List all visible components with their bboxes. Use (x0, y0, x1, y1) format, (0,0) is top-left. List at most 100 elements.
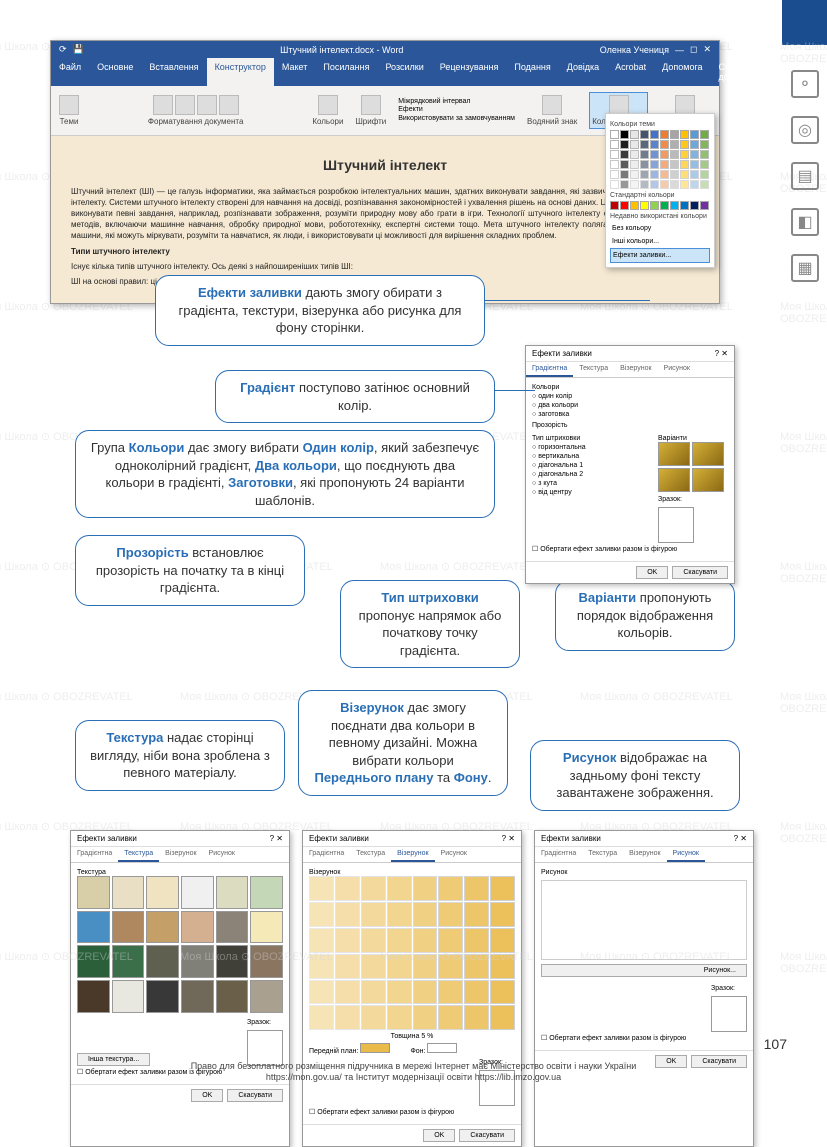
color-swatch[interactable] (700, 170, 709, 179)
color-swatch[interactable] (670, 170, 679, 179)
pattern-swatch[interactable] (490, 954, 515, 979)
pattern-swatch[interactable] (438, 876, 463, 901)
pattern-swatch[interactable] (361, 876, 386, 901)
dialog-tab-picture[interactable]: Рисунок (658, 362, 696, 377)
color-swatch[interactable] (630, 140, 639, 149)
dialog-tab-picture[interactable]: Рисунок (203, 847, 241, 862)
pattern-swatch[interactable] (387, 876, 412, 901)
window-max-icon[interactable]: ◻ (690, 44, 697, 55)
pattern-swatch[interactable] (387, 928, 412, 953)
pattern-swatch[interactable] (464, 876, 489, 901)
dialog-tab-pattern[interactable]: Візерунок (159, 847, 202, 862)
texture-swatch[interactable] (77, 876, 110, 909)
dialog-tab-texture[interactable]: Текстура (118, 847, 159, 862)
pattern-swatch[interactable] (413, 1005, 438, 1030)
ok-button[interactable]: OK (636, 566, 668, 579)
ribbon-fonts[interactable]: Шрифти (355, 95, 386, 126)
dialog-tab-pattern[interactable]: Візерунок (391, 847, 434, 862)
color-swatch[interactable] (660, 180, 669, 189)
dialog-tab-gradient[interactable]: Градієнтна (526, 362, 573, 377)
texture-swatch[interactable] (146, 876, 179, 909)
color-swatch[interactable] (700, 140, 709, 149)
rotate-checkbox[interactable]: ☐ Обертати ефект заливки разом із фігуро… (532, 545, 728, 553)
ok-button[interactable]: OK (191, 1089, 223, 1102)
color-swatch[interactable] (650, 140, 659, 149)
color-swatch[interactable] (670, 130, 679, 139)
pattern-swatch[interactable] (438, 902, 463, 927)
radio-preset[interactable]: ○ заготовка (532, 411, 728, 418)
color-swatch[interactable] (690, 180, 699, 189)
tab-home[interactable]: Основне (89, 58, 141, 86)
color-swatch[interactable] (630, 170, 639, 179)
texture-swatch[interactable] (250, 945, 283, 978)
pattern-swatch[interactable] (464, 980, 489, 1005)
radio-diag1[interactable]: ○ діагональна 1 (532, 462, 586, 469)
texture-swatch[interactable] (216, 945, 249, 978)
radio-diag2[interactable]: ○ діагональна 2 (532, 471, 586, 478)
share-button[interactable]: Спільний доступ (711, 58, 765, 86)
help-hint[interactable]: Допомога (654, 58, 710, 86)
pattern-swatch[interactable] (438, 954, 463, 979)
color-swatch[interactable] (700, 160, 709, 169)
texture-swatch[interactable] (250, 911, 283, 944)
pattern-swatch[interactable] (335, 928, 360, 953)
color-swatch[interactable] (700, 180, 709, 189)
color-swatch[interactable] (690, 201, 699, 210)
texture-swatch[interactable] (146, 980, 179, 1013)
pattern-swatch[interactable] (361, 928, 386, 953)
texture-swatch[interactable] (250, 980, 283, 1013)
texture-swatch[interactable] (181, 876, 214, 909)
color-swatch[interactable] (680, 150, 689, 159)
color-swatch[interactable] (690, 140, 699, 149)
color-swatch[interactable] (650, 170, 659, 179)
pattern-swatch[interactable] (309, 928, 334, 953)
pattern-swatch[interactable] (387, 1005, 412, 1030)
tab-layout[interactable]: Макет (274, 58, 315, 86)
color-swatch[interactable] (660, 160, 669, 169)
dialog-close-icon[interactable]: ? ✕ (270, 834, 283, 843)
fg-color-select[interactable] (360, 1043, 390, 1053)
tab-review[interactable]: Рецензування (432, 58, 507, 86)
tab-design[interactable]: Конструктор (207, 58, 274, 86)
color-swatch[interactable] (650, 160, 659, 169)
color-swatch[interactable] (650, 130, 659, 139)
texture-swatch[interactable] (112, 945, 145, 978)
pattern-swatch[interactable] (335, 876, 360, 901)
texture-swatch[interactable] (216, 980, 249, 1013)
window-close-icon[interactable]: ✕ (703, 44, 711, 55)
more-colors-item[interactable]: Інші кольори... (610, 235, 710, 248)
cancel-button[interactable]: Скасувати (672, 566, 728, 579)
texture-swatch[interactable] (216, 911, 249, 944)
rotate-checkbox[interactable]: ☐ Обертати ефект заливки разом із фігуро… (309, 1108, 515, 1116)
variant-swatch[interactable] (658, 442, 690, 466)
no-color-item[interactable]: Без кольору (610, 222, 710, 235)
color-swatch[interactable] (690, 160, 699, 169)
ok-button[interactable]: OK (423, 1129, 455, 1142)
texture-swatch[interactable] (181, 980, 214, 1013)
pattern-swatch[interactable] (361, 902, 386, 927)
color-swatch[interactable] (700, 150, 709, 159)
variant-swatch[interactable] (692, 468, 724, 492)
window-min-icon[interactable]: — (675, 45, 684, 55)
select-picture-button[interactable]: Рисунок... (541, 964, 747, 977)
pattern-swatch[interactable] (464, 954, 489, 979)
texture-swatch[interactable] (77, 911, 110, 944)
color-swatch[interactable] (620, 160, 629, 169)
dialog-tab-pattern[interactable]: Візерунок (614, 362, 657, 377)
pattern-swatch[interactable] (309, 902, 334, 927)
tab-file[interactable]: Файл (51, 58, 89, 86)
pattern-swatch[interactable] (464, 928, 489, 953)
color-swatch[interactable] (680, 201, 689, 210)
radio-center[interactable]: ○ від центру (532, 489, 586, 496)
texture-swatch[interactable] (181, 945, 214, 978)
radio-horizontal[interactable]: ○ горизонтальна (532, 444, 586, 451)
pattern-swatch[interactable] (413, 876, 438, 901)
color-swatch[interactable] (670, 201, 679, 210)
color-swatch[interactable] (610, 130, 619, 139)
texture-swatch[interactable] (112, 980, 145, 1013)
color-swatch[interactable] (630, 180, 639, 189)
color-swatch[interactable] (670, 150, 679, 159)
color-swatch[interactable] (610, 180, 619, 189)
dialog-close-icon[interactable]: ? ✕ (502, 834, 515, 843)
texture-swatch[interactable] (146, 911, 179, 944)
